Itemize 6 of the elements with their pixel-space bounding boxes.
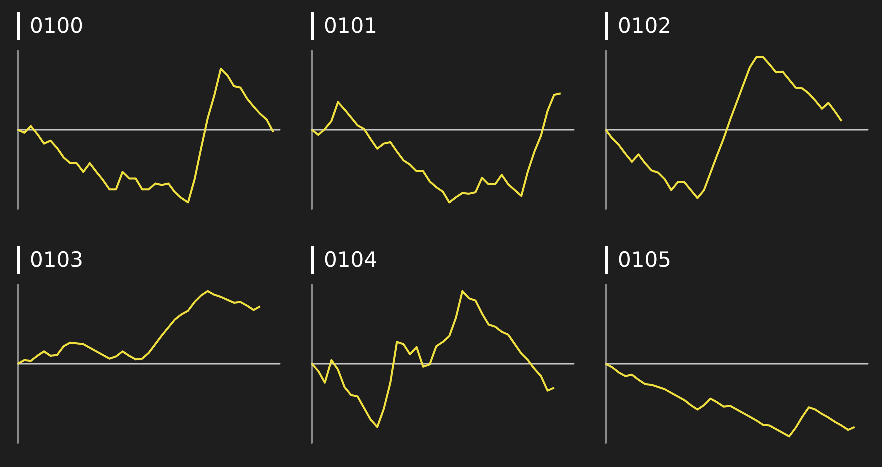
chart-title: 0101: [311, 12, 378, 40]
chart-title: 0103: [17, 246, 84, 274]
chart-title: 0105: [605, 246, 672, 274]
chart-title: 0102: [605, 12, 672, 40]
chart-title: 0100: [17, 12, 84, 40]
chart-title: 0104: [311, 246, 378, 274]
